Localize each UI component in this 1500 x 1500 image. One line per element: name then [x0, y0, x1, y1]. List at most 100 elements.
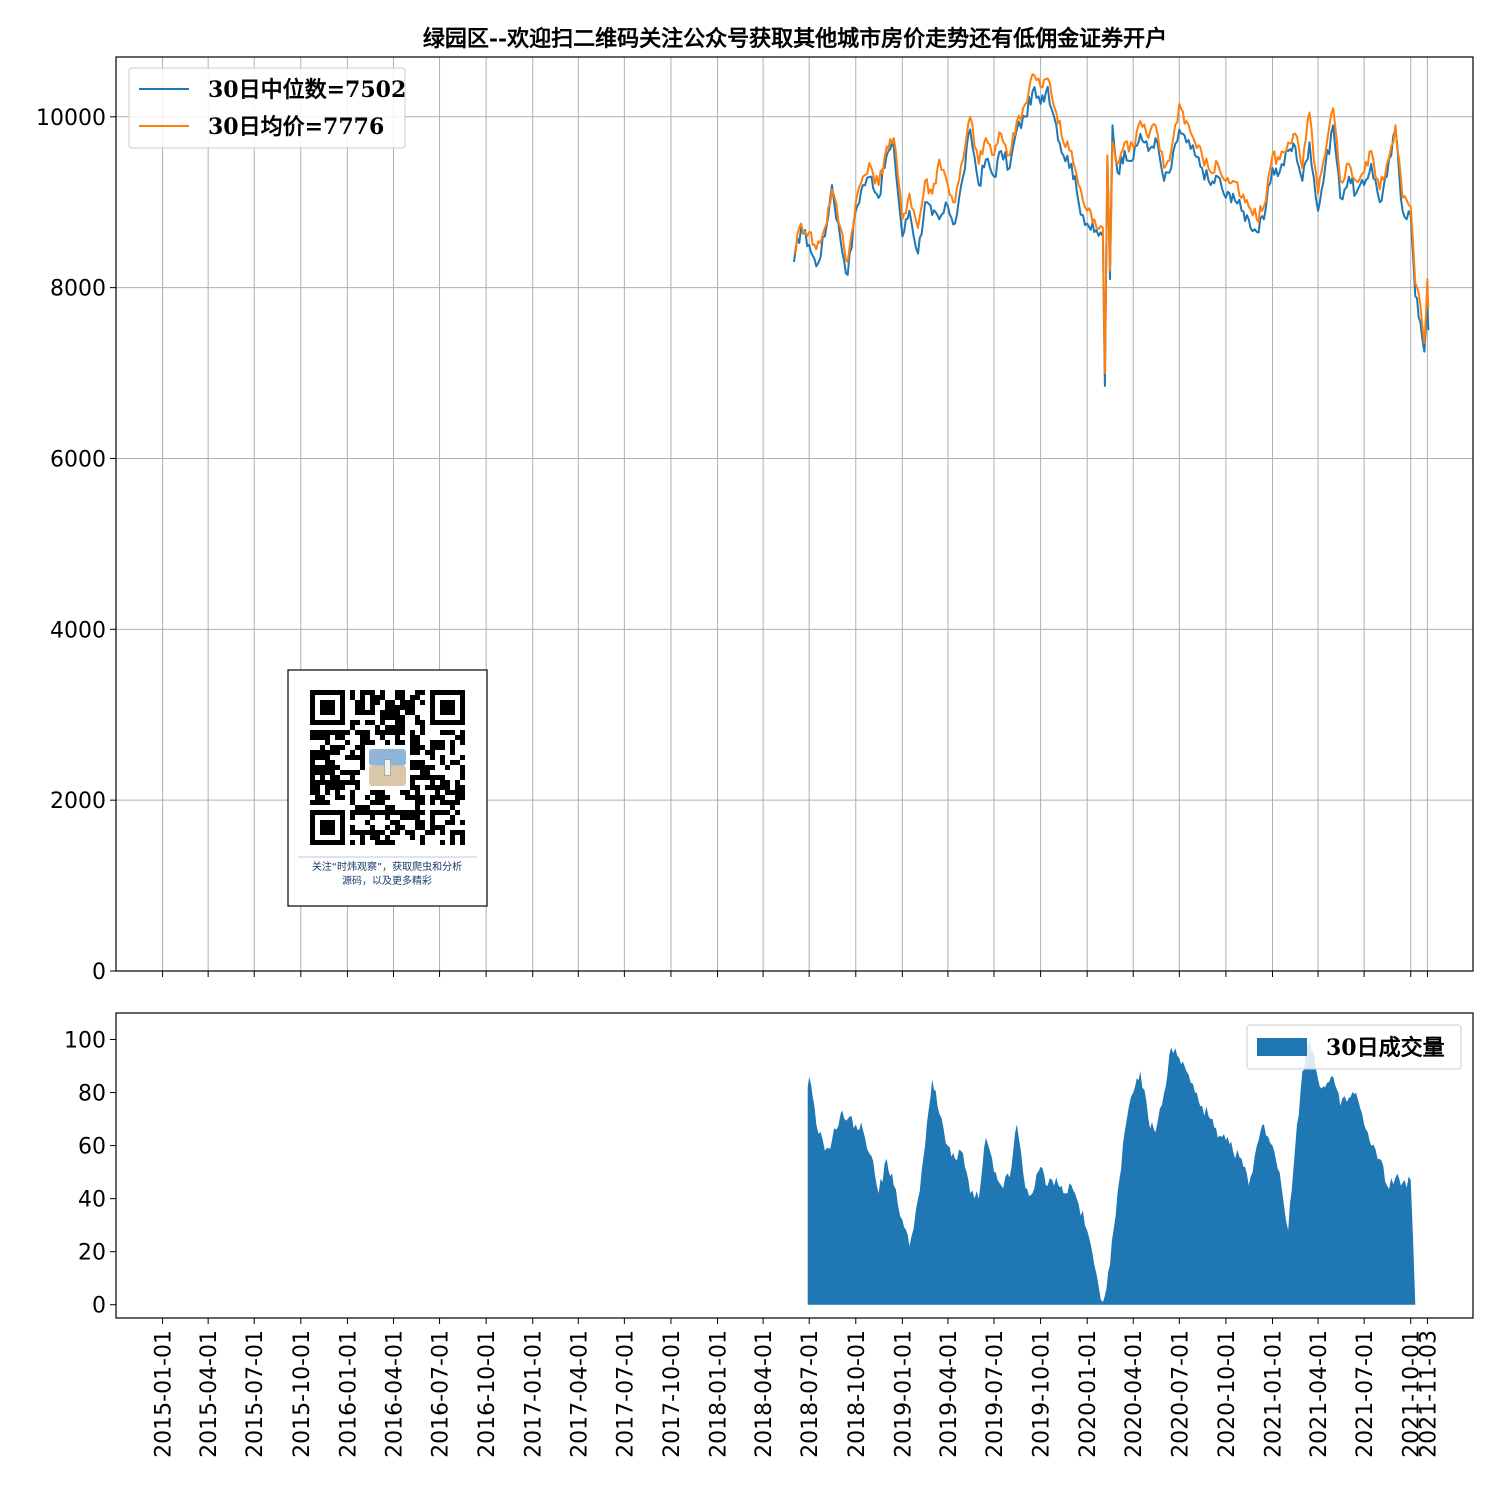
qr-module — [345, 730, 350, 735]
qr-module — [375, 800, 380, 805]
qr-finder-inner — [320, 820, 335, 835]
qr-module — [390, 820, 395, 825]
qr-module — [460, 790, 465, 795]
qr-module — [320, 730, 325, 735]
qr-module — [410, 740, 415, 745]
qr-module — [360, 805, 365, 810]
qr-module — [430, 780, 435, 785]
qr-module — [395, 730, 400, 735]
qr-module — [395, 725, 400, 730]
bottom-x-tick-label: 2019-01-01 — [891, 1330, 916, 1458]
qr-module — [360, 830, 365, 835]
qr-module — [385, 740, 390, 745]
qr-module — [370, 830, 375, 835]
qr-module — [330, 750, 335, 755]
qr-module — [325, 750, 330, 755]
qr-module — [460, 765, 465, 770]
qr-module — [410, 775, 415, 780]
qr-module — [310, 770, 315, 775]
qr-module — [320, 780, 325, 785]
qr-module — [420, 795, 425, 800]
qr-module — [360, 710, 365, 715]
qr-module — [450, 730, 455, 735]
qr-module — [335, 785, 340, 790]
qr-module — [420, 800, 425, 805]
qr-module — [360, 695, 365, 700]
qr-module — [360, 765, 365, 770]
bottom-y-tick-label: 20 — [78, 1241, 106, 1266]
qr-module — [375, 835, 380, 840]
qr-module — [385, 840, 390, 845]
bottom-x-tick-label: 2016-10-01 — [475, 1330, 500, 1458]
qr-module — [320, 755, 325, 760]
qr-module — [340, 795, 345, 800]
bottom-x-tick-label: 2020-01-01 — [1076, 1330, 1101, 1458]
qr-module — [460, 740, 465, 745]
qr-module — [375, 790, 380, 795]
qr-module — [445, 800, 450, 805]
bottom-x-tick-label: 2016-07-01 — [429, 1330, 454, 1458]
bottom-x-tick-label: 2018-07-01 — [798, 1330, 823, 1458]
qr-module — [460, 735, 465, 740]
qr-avatar-ground — [369, 765, 406, 786]
qr-module — [405, 790, 410, 795]
qr-module — [315, 785, 320, 790]
qr-module — [410, 795, 415, 800]
qr-module — [375, 695, 380, 700]
qr-module — [355, 705, 360, 710]
qr-module — [415, 740, 420, 745]
qr-avatar-figure — [384, 759, 391, 776]
qr-module — [350, 825, 355, 830]
qr-module — [385, 825, 390, 830]
qr-module — [310, 730, 315, 735]
qr-module — [435, 740, 440, 745]
qr-module — [400, 715, 405, 720]
qr-module — [330, 785, 335, 790]
qr-module — [355, 830, 360, 835]
qr-module — [405, 830, 410, 835]
qr-module — [420, 745, 425, 750]
qr-module — [450, 805, 455, 810]
qr-module — [365, 710, 370, 715]
qr-module — [330, 730, 335, 735]
bottom-x-tick-label: 2021-01-01 — [1262, 1330, 1287, 1458]
qr-module — [370, 700, 375, 705]
qr-module — [410, 785, 415, 790]
qr-module — [320, 795, 325, 800]
qr-module — [420, 820, 425, 825]
qr-module — [460, 785, 465, 790]
qr-module — [410, 760, 415, 765]
qr-module — [410, 745, 415, 750]
qr-module — [395, 735, 400, 740]
qr-module — [335, 745, 340, 750]
qr-module — [430, 815, 435, 820]
qr-module — [405, 795, 410, 800]
qr-module — [450, 750, 455, 755]
qr-module — [320, 745, 325, 750]
qr-module — [335, 765, 340, 770]
legend-label-mean: 30日均价=7776 — [208, 114, 384, 140]
qr-module — [400, 740, 405, 745]
bottom-x-tick-label: 2018-10-01 — [845, 1330, 870, 1458]
qr-module — [410, 780, 415, 785]
qr-module — [440, 745, 445, 750]
qr-module — [380, 720, 385, 725]
qr-module — [400, 720, 405, 725]
qr-module — [370, 695, 375, 700]
bottom-x-tick-label: 2016-01-01 — [336, 1330, 361, 1458]
bottom-series-group — [807, 1039, 1416, 1305]
bottom-x-tick-label: 2021-11-03 — [1416, 1330, 1441, 1458]
bottom-x-tick-label: 2015-10-01 — [290, 1330, 315, 1458]
bottom-x-tick-label: 2018-04-01 — [752, 1330, 777, 1458]
qr-module — [365, 735, 370, 740]
qr-module — [310, 735, 315, 740]
qr-module — [310, 750, 315, 755]
bottom-y-axis: 0 20 40 60 80 100 — [64, 1029, 116, 1319]
qr-module — [350, 750, 355, 755]
qr-module — [325, 760, 330, 765]
qr-module — [350, 695, 355, 700]
qr-module — [355, 755, 360, 760]
qr-module — [320, 775, 325, 780]
bottom-x-tick-label: 2015-07-01 — [243, 1330, 268, 1458]
qr-module — [335, 750, 340, 755]
